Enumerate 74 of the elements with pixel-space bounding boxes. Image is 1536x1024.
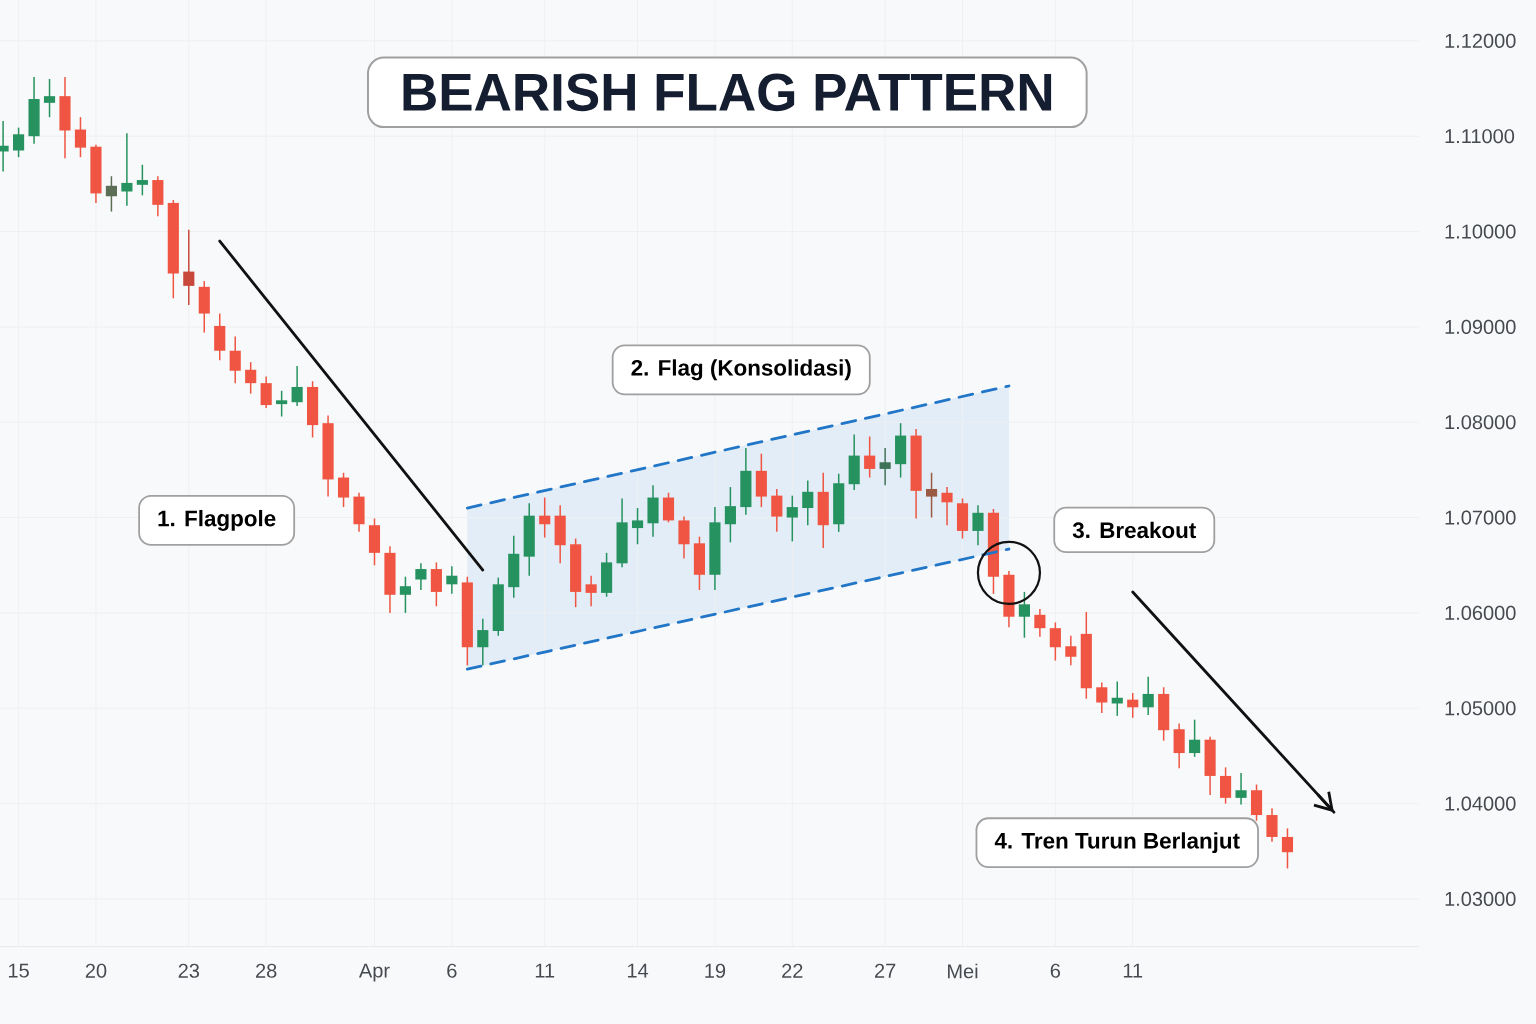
- y-tick-label: 1.05000: [1445, 701, 1516, 716]
- candlestick: [1034, 608, 1046, 638]
- candlestick: [678, 515, 690, 560]
- annotation: 1. Flagpole: [158, 509, 276, 531]
- x-tick-label: 15: [8, 963, 29, 978]
- y-tick-label: 1.11000: [1445, 129, 1515, 144]
- candlestick: [1189, 718, 1201, 758]
- x-tick-label: 11: [1123, 963, 1143, 978]
- y-tick-label: 1.08000: [1445, 415, 1516, 430]
- candlestick: [662, 492, 675, 524]
- x-tick-label: 6: [1050, 963, 1061, 978]
- candlestick: [415, 562, 427, 591]
- candlestick: [276, 390, 288, 418]
- candlestick: [245, 361, 257, 395]
- y-tick-label: 1.06000: [1445, 605, 1516, 620]
- candlestick: [1266, 807, 1278, 843]
- annotation: 3. Breakout: [1072, 521, 1197, 539]
- candlestick: [183, 228, 195, 306]
- candlestick: [430, 561, 442, 607]
- x-tick-label: 11: [535, 963, 555, 978]
- x-tick-label: 6: [447, 963, 457, 978]
- candlestick: [724, 486, 736, 544]
- candlestick: [337, 472, 350, 508]
- candlestick: [1018, 591, 1030, 639]
- candlestick: [291, 365, 303, 407]
- candlestick: [941, 486, 953, 526]
- candlestick: [43, 78, 56, 118]
- candlestick: [399, 575, 412, 614]
- y-tick-label: 1.03000: [1445, 891, 1516, 906]
- candlestick: [1049, 621, 1061, 662]
- candlestick: [1096, 681, 1108, 714]
- candlestick: [1281, 827, 1294, 870]
- candlestick: [1065, 635, 1077, 667]
- candlestick: [786, 494, 798, 543]
- candlestick: [1127, 692, 1139, 719]
- annotation: 4. Tren Turun Berlanjut: [994, 832, 1240, 854]
- candlestick: [879, 447, 891, 486]
- text: BEARISH FLAG PATTERN: [403, 73, 1052, 112]
- candlestick: [229, 335, 241, 384]
- x-tick-label: 28: [256, 963, 277, 978]
- candlestick: [74, 116, 87, 158]
- candlestick: [1220, 766, 1232, 805]
- candlestick: [1235, 772, 1247, 806]
- candlestick: [802, 479, 814, 526]
- candlestick: [925, 472, 938, 519]
- annotation: 2. Flag (Konsolidasi): [631, 359, 851, 381]
- candlestick: [121, 132, 133, 207]
- candlestick: [446, 565, 458, 595]
- candlestick: [105, 175, 117, 213]
- x-tick-label: 23: [178, 963, 200, 978]
- y-tick-label: 1.12000: [1445, 33, 1516, 48]
- candlestick: [539, 496, 551, 539]
- candlestick: [1142, 676, 1154, 716]
- x-tick-label: 22: [782, 963, 803, 978]
- y-tick-label: 1.09000: [1445, 319, 1516, 334]
- candlestick: [864, 435, 876, 479]
- candlestick: [13, 126, 25, 158]
- candlestick: [136, 164, 148, 197]
- candlestick: [972, 504, 984, 546]
- candlestick: [260, 375, 272, 409]
- x-tick-label: 19: [705, 963, 726, 978]
- candlestick: [1173, 722, 1185, 770]
- y-tick-label: 1.10000: [1445, 224, 1516, 239]
- x-tick-label: Apr: [358, 963, 390, 982]
- x-tick-label: Mei: [948, 963, 978, 979]
- y-tick-label: 1.07000: [1445, 510, 1516, 525]
- x-tick-label: 27: [875, 963, 896, 978]
- y-tick-label: 1.04000: [1445, 796, 1516, 811]
- x-tick-label: 20: [85, 963, 107, 978]
- candlestick: [631, 507, 644, 546]
- candlestick: [477, 617, 489, 667]
- x-tick-label: 14: [627, 963, 649, 978]
- candlestick: [585, 574, 597, 607]
- candlestick: [771, 488, 783, 533]
